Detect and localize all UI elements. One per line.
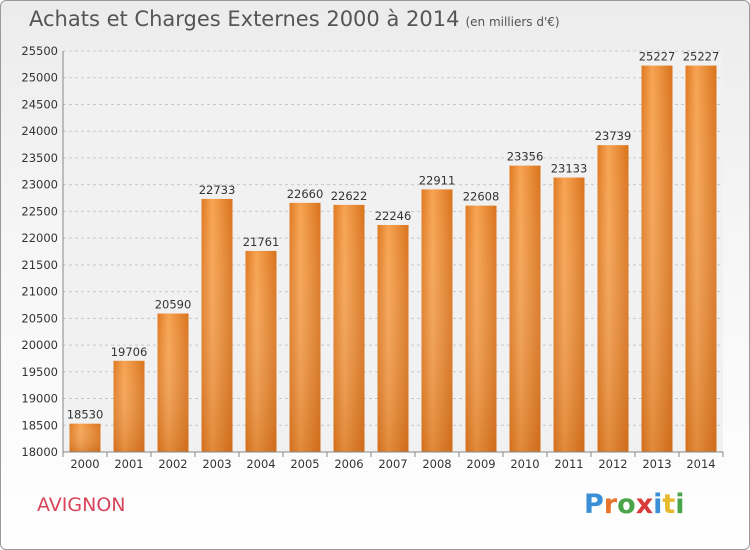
x-tick-label: 2003 <box>202 457 231 471</box>
proxiti-logo: Proxiti <box>584 489 685 520</box>
bar-value-label: 25227 <box>683 50 720 64</box>
x-tick-label: 2005 <box>290 457 319 471</box>
bar-value-label: 23356 <box>507 150 544 164</box>
bar-value-label: 23739 <box>595 129 632 143</box>
logo-letter: i <box>653 489 663 520</box>
bar-value-label: 22622 <box>331 189 368 203</box>
x-tick-label: 2013 <box>642 457 671 471</box>
bar-shade-2010 <box>509 165 541 452</box>
bar-shade-2014 <box>685 65 717 452</box>
chart-subtitle: (en milliers d'€) <box>465 15 560 29</box>
x-tick-label: 2002 <box>158 457 187 471</box>
x-tick-label: 2011 <box>554 457 583 471</box>
bar-value-label: 22911 <box>419 173 456 187</box>
y-tick-label: 18500 <box>21 418 58 432</box>
x-tick-label: 2008 <box>422 457 451 471</box>
y-tick-label: 19000 <box>21 392 58 406</box>
bar-value-label: 22660 <box>287 187 324 201</box>
y-tick-label: 22000 <box>21 231 58 245</box>
y-tick-label: 20500 <box>21 311 58 325</box>
bar-value-label: 20590 <box>155 298 192 312</box>
city-name: AVIGNON <box>37 494 126 516</box>
logo-letter: i <box>675 489 685 520</box>
x-tick-label: 2001 <box>114 457 143 471</box>
y-tick-label: 22500 <box>21 204 58 218</box>
bar-shade-2001 <box>113 360 145 452</box>
logo-letter: x <box>635 489 654 520</box>
logo-letter: P <box>584 489 604 520</box>
y-tick-label: 23500 <box>21 151 58 165</box>
logo-letter: r <box>603 489 618 520</box>
bar-value-label: 18530 <box>67 408 104 422</box>
logo-letter: t <box>662 489 676 520</box>
bar-shade-2004 <box>245 250 277 452</box>
y-tick-label: 25500 <box>21 44 58 58</box>
bar-shade-2011 <box>553 177 585 452</box>
bar-value-label: 22608 <box>463 190 500 204</box>
x-tick-label: 2004 <box>246 457 275 471</box>
y-tick-label: 21500 <box>21 258 58 272</box>
bar-shade-2002 <box>157 313 189 452</box>
logo-letter: o <box>617 489 636 520</box>
bar-shade-2006 <box>333 204 365 452</box>
bar-shade-2005 <box>289 202 321 452</box>
bar-value-label: 25227 <box>639 50 676 64</box>
bar-shade-2008 <box>421 189 453 452</box>
bar-shade-2012 <box>597 145 629 453</box>
y-tick-label: 20000 <box>21 338 58 352</box>
x-tick-label: 2012 <box>598 457 627 471</box>
bar-shade-2013 <box>641 65 673 452</box>
chart-title: Achats et Charges Externes 2000 à 2014 (e… <box>29 7 560 31</box>
x-tick-label: 2010 <box>510 457 539 471</box>
bar-value-label: 22246 <box>375 209 412 223</box>
bar-shade-2009 <box>465 205 497 452</box>
y-tick-label: 24000 <box>21 124 58 138</box>
bar-shade-2003 <box>201 198 233 452</box>
bar-value-label: 22733 <box>199 183 236 197</box>
y-tick-label: 25000 <box>21 71 58 85</box>
x-tick-label: 2009 <box>466 457 495 471</box>
bar-value-label: 19706 <box>111 345 148 359</box>
x-tick-label: 2000 <box>70 457 99 471</box>
y-tick-label: 24500 <box>21 97 58 111</box>
x-tick-label: 2014 <box>686 457 715 471</box>
x-tick-label: 2007 <box>378 457 407 471</box>
y-tick-label: 19500 <box>21 365 58 379</box>
y-tick-label: 23000 <box>21 178 58 192</box>
chart-title-text: Achats et Charges Externes 2000 à 2014 <box>29 7 460 31</box>
bar-value-label: 23133 <box>551 162 588 176</box>
y-tick-label: 18000 <box>21 445 58 459</box>
bar-value-label: 21761 <box>243 235 280 249</box>
x-tick-label: 2006 <box>334 457 363 471</box>
y-tick-label: 21000 <box>21 285 58 299</box>
bar-shade-2007 <box>377 224 409 452</box>
bar-shade-2000 <box>69 423 101 452</box>
